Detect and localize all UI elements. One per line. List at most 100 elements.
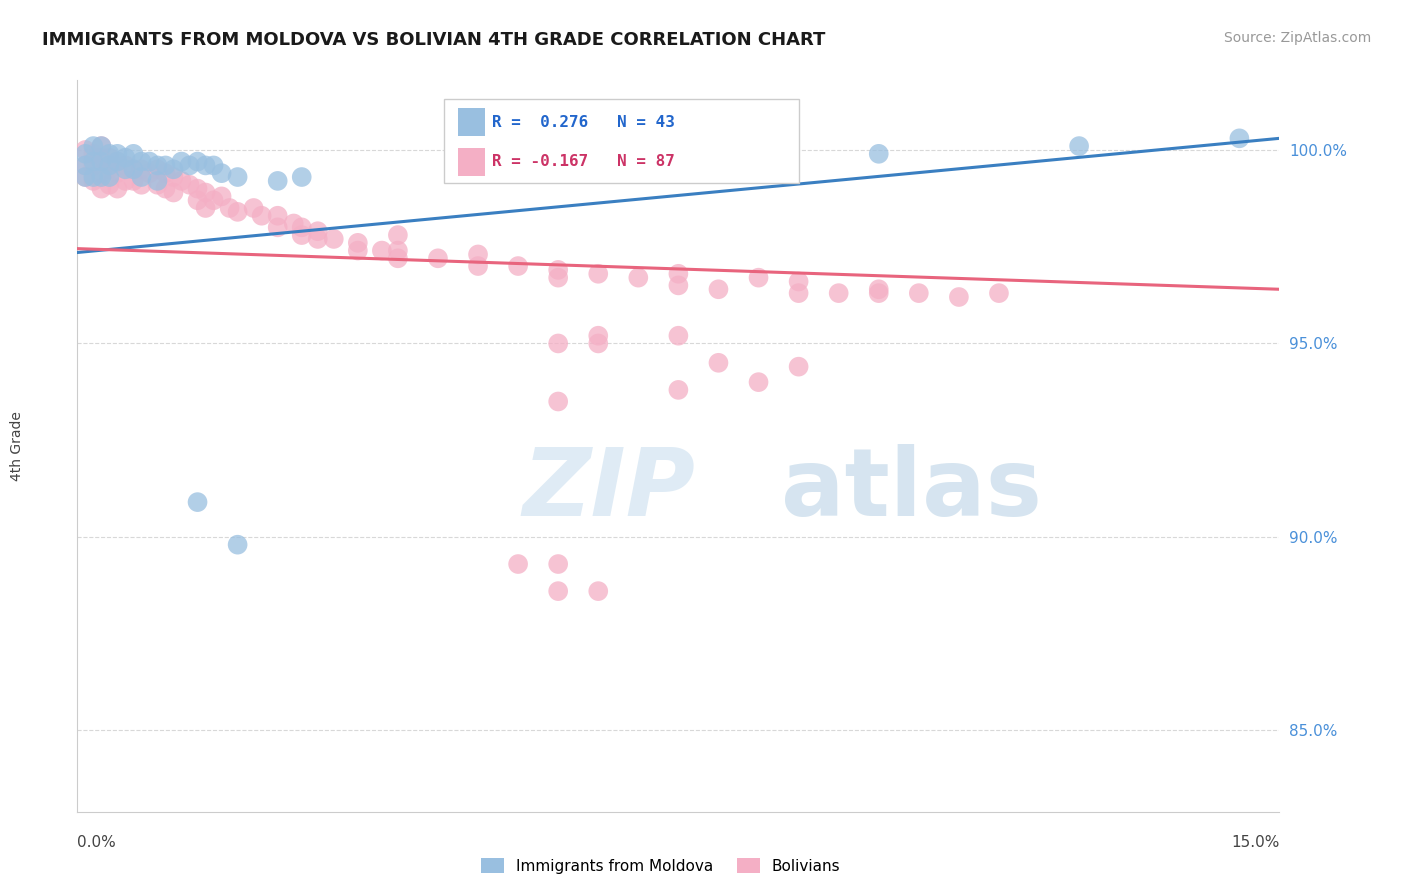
- Point: [131, 178, 153, 192]
- Point: [90, 139, 112, 153]
- Point: [170, 154, 193, 169]
- Point: [387, 244, 409, 258]
- Point: [75, 169, 97, 184]
- Point: [194, 201, 217, 215]
- Point: [162, 186, 184, 200]
- Point: [748, 375, 770, 389]
- Point: [267, 174, 290, 188]
- FancyBboxPatch shape: [458, 108, 485, 136]
- Point: [948, 290, 970, 304]
- Point: [179, 158, 201, 172]
- Point: [98, 162, 121, 177]
- Point: [283, 217, 305, 231]
- Point: [179, 178, 201, 192]
- Point: [98, 146, 121, 161]
- Point: [202, 193, 225, 207]
- Point: [291, 228, 314, 243]
- Point: [122, 174, 145, 188]
- Point: [908, 286, 931, 301]
- Point: [194, 186, 217, 200]
- Point: [122, 162, 145, 177]
- Point: [107, 154, 129, 169]
- Point: [291, 220, 314, 235]
- Point: [90, 139, 112, 153]
- Text: R = -0.167   N = 87: R = -0.167 N = 87: [492, 154, 675, 169]
- FancyBboxPatch shape: [444, 99, 799, 183]
- Text: ZIP: ZIP: [522, 444, 695, 536]
- Point: [131, 162, 153, 177]
- Point: [155, 166, 177, 180]
- Point: [82, 169, 104, 184]
- Point: [75, 158, 97, 172]
- Legend: Immigrants from Moldova, Bolivians: Immigrants from Moldova, Bolivians: [475, 852, 846, 880]
- Point: [668, 383, 690, 397]
- Point: [547, 263, 569, 277]
- Point: [250, 209, 273, 223]
- Point: [202, 158, 225, 172]
- Point: [588, 328, 610, 343]
- Point: [162, 169, 184, 184]
- Point: [868, 282, 890, 296]
- Point: [588, 267, 610, 281]
- Point: [322, 232, 344, 246]
- Point: [98, 151, 121, 165]
- Point: [90, 169, 112, 184]
- Point: [707, 356, 730, 370]
- Point: [787, 275, 810, 289]
- Point: [82, 154, 104, 169]
- Point: [82, 158, 104, 172]
- Point: [668, 328, 690, 343]
- Point: [347, 235, 370, 250]
- Point: [90, 166, 112, 180]
- Point: [988, 286, 1011, 301]
- Point: [547, 557, 569, 571]
- Point: [75, 169, 97, 184]
- Point: [387, 252, 409, 266]
- Point: [194, 158, 217, 172]
- Point: [226, 538, 249, 552]
- Point: [226, 205, 249, 219]
- Point: [146, 162, 169, 177]
- Point: [107, 181, 129, 195]
- Point: [787, 286, 810, 301]
- Point: [291, 169, 314, 184]
- Point: [387, 228, 409, 243]
- Point: [668, 278, 690, 293]
- Text: IMMIGRANTS FROM MOLDOVA VS BOLIVIAN 4TH GRADE CORRELATION CHART: IMMIGRANTS FROM MOLDOVA VS BOLIVIAN 4TH …: [42, 31, 825, 49]
- Point: [267, 220, 290, 235]
- Point: [90, 151, 112, 165]
- Text: 15.0%: 15.0%: [1232, 835, 1279, 850]
- Point: [187, 495, 209, 509]
- Point: [107, 146, 129, 161]
- Point: [267, 209, 290, 223]
- Point: [82, 139, 104, 153]
- Point: [155, 181, 177, 195]
- Point: [226, 169, 249, 184]
- Text: R =  0.276   N = 43: R = 0.276 N = 43: [492, 114, 675, 129]
- Point: [828, 286, 851, 301]
- Point: [347, 244, 370, 258]
- Point: [146, 178, 169, 192]
- Point: [627, 270, 650, 285]
- Point: [187, 181, 209, 195]
- Point: [748, 270, 770, 285]
- Point: [98, 169, 121, 184]
- Point: [98, 178, 121, 192]
- Point: [155, 158, 177, 172]
- Point: [547, 394, 569, 409]
- Point: [588, 336, 610, 351]
- Point: [211, 166, 233, 180]
- Point: [122, 162, 145, 177]
- Point: [75, 158, 97, 172]
- Point: [162, 162, 184, 177]
- Point: [138, 154, 160, 169]
- Point: [1229, 131, 1251, 145]
- Point: [467, 259, 489, 273]
- Point: [82, 174, 104, 188]
- Point: [668, 151, 690, 165]
- Point: [131, 169, 153, 184]
- FancyBboxPatch shape: [458, 148, 485, 176]
- Point: [146, 174, 169, 188]
- Point: [82, 146, 104, 161]
- Point: [547, 158, 569, 172]
